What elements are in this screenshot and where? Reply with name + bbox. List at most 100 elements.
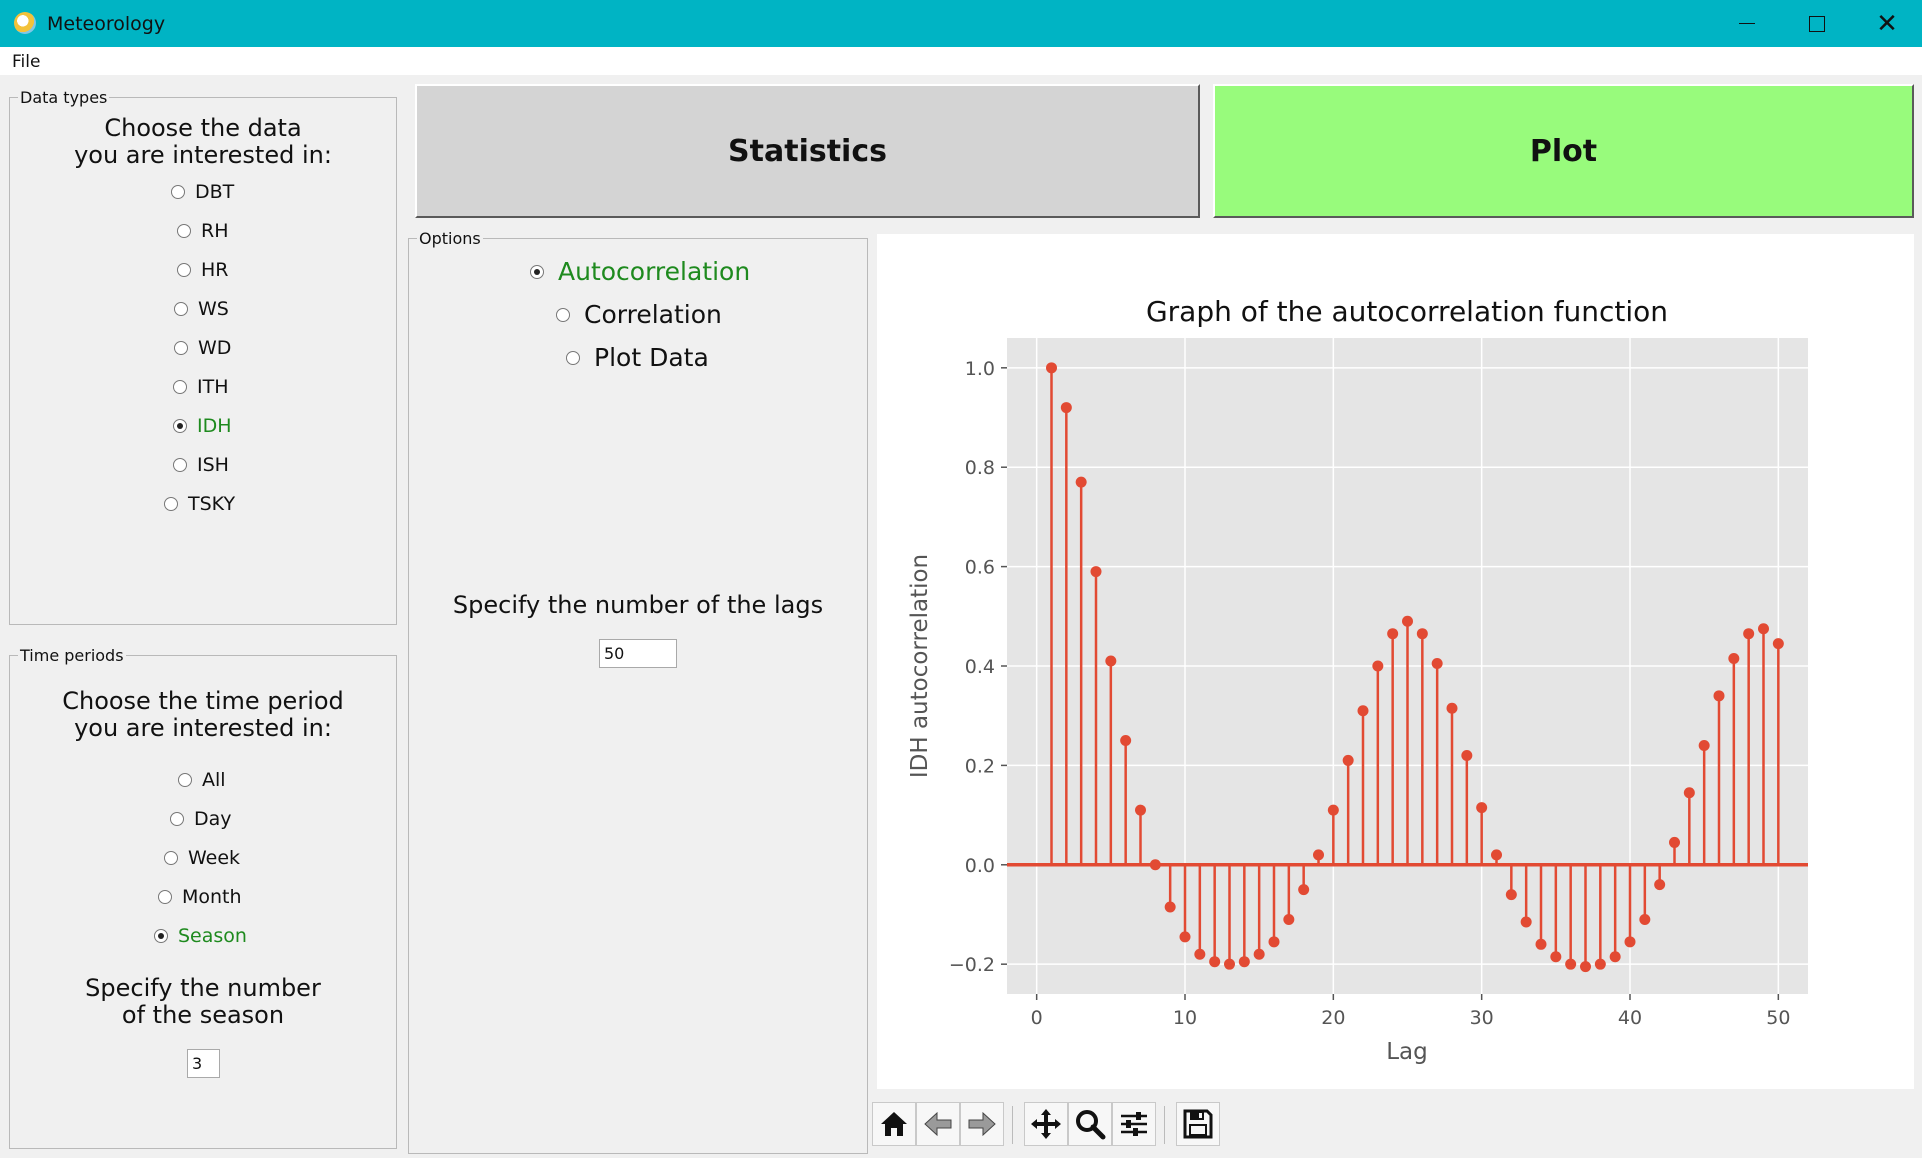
radio-button[interactable] <box>154 929 168 943</box>
radio-button[interactable] <box>174 341 188 355</box>
stem-marker <box>1505 889 1517 901</box>
x-tick-label: 50 <box>1766 1007 1790 1029</box>
title-bar: Meteorology ✕ <box>0 0 1922 47</box>
toolbar-separator <box>1164 1106 1165 1144</box>
radio-button[interactable] <box>566 350 580 365</box>
home-icon <box>881 1112 907 1136</box>
window-title: Meteorology <box>47 13 166 35</box>
minimize-icon <box>1739 22 1755 25</box>
plot-button[interactable]: Plot <box>1213 84 1914 218</box>
stem-marker <box>1535 938 1547 950</box>
time-periods-heading-line1: Choose the time period <box>62 687 344 715</box>
stem-marker <box>1105 655 1117 667</box>
radio-button[interactable] <box>171 185 185 199</box>
zoom-icon <box>1076 1110 1106 1140</box>
data-types-heading-line2: you are interested in: <box>74 141 332 169</box>
radio-correlation[interactable]: Correlation <box>556 300 722 329</box>
statistics-button[interactable]: Statistics <box>415 84 1200 218</box>
y-tick-label: 0.0 <box>965 855 995 877</box>
stem-marker <box>1120 735 1132 747</box>
radio-season[interactable]: Season <box>154 925 247 947</box>
maximize-button[interactable] <box>1782 0 1852 47</box>
stem-marker <box>1654 879 1666 891</box>
pan-icon <box>1031 1109 1061 1139</box>
radio-label: WS <box>198 298 229 320</box>
radio-ish[interactable]: ISH <box>173 454 229 476</box>
minimize-button[interactable] <box>1712 0 1782 47</box>
lags-input[interactable] <box>599 639 677 668</box>
radio-button[interactable] <box>173 419 187 433</box>
radio-button[interactable] <box>174 302 188 316</box>
x-tick-label: 20 <box>1321 1007 1345 1029</box>
forward-button[interactable] <box>960 1102 1004 1146</box>
time-periods-label: Time periods <box>18 646 126 665</box>
save-button[interactable] <box>1176 1102 1220 1146</box>
radio-idh[interactable]: IDH <box>173 415 232 437</box>
y-tick-label: 0.8 <box>965 457 995 479</box>
maximize-icon <box>1809 15 1825 32</box>
configure-subplots-button[interactable] <box>1112 1102 1156 1146</box>
menu-file[interactable]: File <box>12 52 41 72</box>
home-button[interactable] <box>872 1102 916 1146</box>
stem-marker <box>1461 749 1473 761</box>
radio-week[interactable]: Week <box>164 847 240 869</box>
radio-button[interactable] <box>173 458 187 472</box>
season-number-input[interactable] <box>187 1049 220 1078</box>
radio-ith[interactable]: ITH <box>173 376 229 398</box>
radio-button[interactable] <box>177 263 191 277</box>
radio-button[interactable] <box>556 307 570 322</box>
time-periods-heading: Choose the time period you are intereste… <box>9 688 397 742</box>
stem-marker <box>1313 849 1324 861</box>
radio-autocorrelation[interactable]: Autocorrelation <box>530 257 750 286</box>
stem-marker <box>1594 958 1606 970</box>
radio-month[interactable]: Month <box>158 886 242 908</box>
stem-marker <box>1060 402 1072 414</box>
radio-label: TSKY <box>188 493 236 515</box>
radio-label: Plot Data <box>594 343 709 372</box>
data-types-label: Data types <box>18 88 110 107</box>
options-group: Options <box>408 229 868 1154</box>
radio-wd[interactable]: WD <box>174 337 231 359</box>
radio-button[interactable] <box>173 380 187 394</box>
close-button[interactable]: ✕ <box>1852 0 1922 47</box>
configure-subplots-icon <box>1121 1112 1147 1136</box>
pan-button[interactable] <box>1024 1102 1068 1146</box>
radio-label: RH <box>201 220 229 242</box>
radio-dbt[interactable]: DBT <box>171 181 234 203</box>
y-tick-label: 1.0 <box>965 358 995 380</box>
tick-layer: 0 10 20 30 40 50 −0.2 0.0 0.2 0.4 0.6 0.8 1.0 <box>949 358 1791 1029</box>
back-button[interactable] <box>916 1102 960 1146</box>
stem-marker <box>1075 476 1087 488</box>
radio-label: HR <box>201 259 229 281</box>
radio-button[interactable] <box>158 890 172 904</box>
toolbar-separator <box>1012 1106 1013 1144</box>
radio-all[interactable]: All <box>178 769 226 791</box>
radio-button[interactable] <box>177 224 191 238</box>
stem-marker <box>1387 628 1399 640</box>
radio-ws[interactable]: WS <box>174 298 229 320</box>
radio-button[interactable] <box>164 851 178 865</box>
stem-marker <box>1624 936 1636 948</box>
radio-day[interactable]: Day <box>170 808 232 830</box>
stem-marker <box>1135 804 1146 816</box>
lags-label: Specify the number of the lags <box>452 591 824 619</box>
season-label-line2: of the season <box>121 1001 285 1029</box>
y-tick-label: −0.2 <box>949 954 995 976</box>
radio-rh[interactable]: RH <box>177 220 229 242</box>
zoom-button[interactable] <box>1068 1102 1112 1146</box>
radio-hr[interactable]: HR <box>177 259 229 281</box>
options-label: Options <box>417 229 483 248</box>
stem-marker <box>1164 901 1176 913</box>
stem-marker <box>1609 951 1621 963</box>
radio-button[interactable] <box>530 264 544 279</box>
radio-label: Season <box>178 925 247 947</box>
radio-label: ITH <box>197 376 229 398</box>
stem-marker <box>1046 362 1057 374</box>
stem-marker <box>1357 705 1369 717</box>
radio-button[interactable] <box>170 812 184 826</box>
stem-marker <box>1520 916 1532 928</box>
radio-button[interactable] <box>178 773 192 787</box>
radio-tsky[interactable]: TSKY <box>164 493 235 515</box>
radio-button[interactable] <box>164 497 178 511</box>
radio-plot-data[interactable]: Plot Data <box>566 343 709 372</box>
